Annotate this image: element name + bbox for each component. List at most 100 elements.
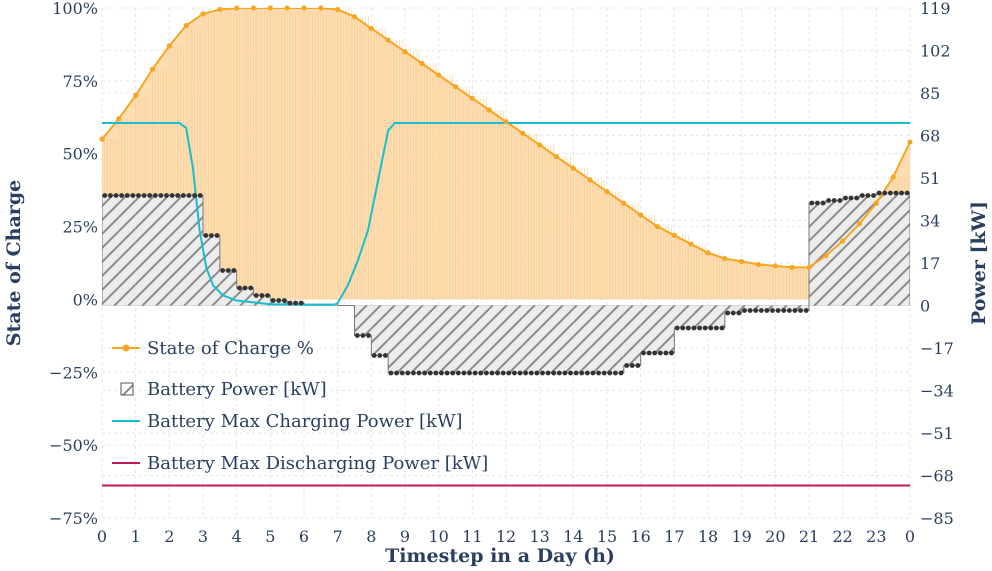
soc-point bbox=[301, 5, 307, 11]
x-tick-label: 17 bbox=[664, 527, 684, 546]
battery-power-bar bbox=[825, 200, 843, 306]
x-tick-label: 13 bbox=[529, 527, 549, 546]
soc-point bbox=[688, 241, 694, 247]
soc-point bbox=[520, 130, 526, 136]
soc-point bbox=[789, 264, 795, 270]
battery-power-point bbox=[461, 370, 467, 376]
battery-power-point bbox=[270, 298, 276, 303]
battery-power-bar bbox=[253, 295, 271, 306]
soc-point bbox=[654, 223, 661, 230]
battery-power-point bbox=[848, 195, 854, 201]
battery-power-bar bbox=[590, 305, 607, 373]
battery-power-point bbox=[444, 370, 450, 376]
battery-power-point bbox=[629, 363, 635, 368]
battery-power-point bbox=[242, 285, 248, 291]
x-tick-label: 18 bbox=[698, 527, 718, 546]
x-tick-label: 15 bbox=[597, 527, 617, 546]
battery-power-point bbox=[893, 190, 899, 196]
battery-power-point bbox=[416, 370, 422, 376]
battery-power-bar bbox=[876, 193, 894, 306]
legend-item-state-of-charge[interactable]: State of Charge % bbox=[112, 338, 314, 359]
legend-item-max-charging-power[interactable]: Battery Max Charging Power [kW] bbox=[112, 411, 462, 432]
y-right-tick-label: 85 bbox=[920, 84, 940, 103]
battery-power-point bbox=[119, 193, 125, 198]
battery-power-bar bbox=[893, 193, 910, 306]
battery-power-point bbox=[214, 233, 220, 238]
battery-power-point bbox=[489, 370, 495, 376]
soc-point bbox=[234, 5, 240, 11]
x-tick-label: 19 bbox=[731, 527, 751, 546]
soc-point bbox=[873, 200, 879, 206]
y-left-tick-label: 25% bbox=[62, 218, 98, 237]
battery-power-point bbox=[124, 193, 130, 198]
battery-power-point bbox=[203, 233, 209, 238]
battery-power-point bbox=[657, 350, 663, 356]
max-charging-line bbox=[102, 122, 910, 306]
battery-power-point bbox=[433, 370, 439, 376]
battery-power-point bbox=[837, 198, 843, 203]
y-left-tick-label: −25% bbox=[49, 363, 98, 382]
soc-point bbox=[402, 49, 408, 55]
battery-power-bar bbox=[388, 305, 405, 373]
battery-power-point bbox=[186, 193, 192, 198]
battery-power-point bbox=[141, 193, 147, 198]
battery-power-bar bbox=[674, 305, 692, 328]
x-tick-label: 22 bbox=[832, 527, 852, 546]
battery-power-point bbox=[680, 325, 686, 331]
battery-power-point bbox=[281, 298, 287, 303]
battery-power-point bbox=[483, 370, 489, 376]
battery-power-bars bbox=[102, 192, 910, 374]
battery-power-bar bbox=[573, 305, 591, 373]
x-tick-label: 8 bbox=[366, 527, 376, 546]
battery-power-point bbox=[641, 350, 646, 356]
battery-power-point bbox=[500, 370, 506, 376]
battery-power-point bbox=[792, 308, 798, 313]
battery-power-point bbox=[394, 370, 399, 376]
battery-power-point bbox=[152, 193, 158, 198]
battery-power-point bbox=[702, 325, 708, 331]
battery-power-point bbox=[192, 193, 197, 198]
battery-power-point bbox=[220, 268, 226, 273]
soc-area bbox=[102, 8, 910, 300]
x-tick-label: 20 bbox=[765, 527, 785, 546]
battery-power-bar bbox=[438, 305, 456, 373]
legend-item-battery-power[interactable]: Battery Power [kW] bbox=[120, 379, 327, 400]
y-right-tick-label: −68 bbox=[920, 467, 954, 486]
battery-power-point bbox=[826, 198, 832, 203]
battery-power-point bbox=[411, 370, 416, 376]
soc-point bbox=[772, 263, 778, 269]
battery-power-bar bbox=[135, 195, 153, 306]
soc-point bbox=[553, 154, 560, 160]
battery-power-point bbox=[607, 370, 613, 376]
battery-power-point bbox=[293, 300, 298, 306]
soc-point bbox=[183, 22, 189, 29]
x-tick-label: 9 bbox=[400, 527, 410, 546]
battery-power-point bbox=[865, 193, 871, 198]
battery-power-point bbox=[562, 370, 568, 376]
soc-point bbox=[840, 238, 846, 244]
battery-power-bar bbox=[506, 305, 523, 373]
battery-power-bar bbox=[792, 305, 809, 311]
battery-power-point bbox=[136, 193, 141, 198]
battery-power-point bbox=[455, 370, 461, 376]
y-right-tick-label: 17 bbox=[920, 254, 940, 273]
legend-item-max-discharging-power[interactable]: Battery Max Discharging Power [kW] bbox=[112, 453, 488, 474]
y-axis-right-title: Power [kW] bbox=[968, 201, 990, 325]
battery-power-bar bbox=[623, 305, 641, 366]
battery-power-point bbox=[377, 353, 383, 358]
soc-point bbox=[99, 136, 105, 142]
y-left-tick-label: 50% bbox=[62, 145, 98, 164]
legend: State of Charge % Battery Power [kW] Bat… bbox=[112, 338, 488, 474]
battery-power-point bbox=[590, 370, 596, 376]
battery-power-point bbox=[523, 370, 529, 376]
battery-power-point bbox=[534, 370, 540, 376]
soc-point bbox=[806, 264, 812, 270]
battery-power-point bbox=[427, 370, 433, 376]
battery-power-point bbox=[540, 370, 545, 376]
soc-point bbox=[486, 107, 492, 113]
soc-point bbox=[739, 258, 745, 265]
x-tick-label: 16 bbox=[630, 527, 650, 546]
battery-power-point bbox=[248, 285, 254, 291]
battery-power-bar bbox=[371, 305, 389, 356]
